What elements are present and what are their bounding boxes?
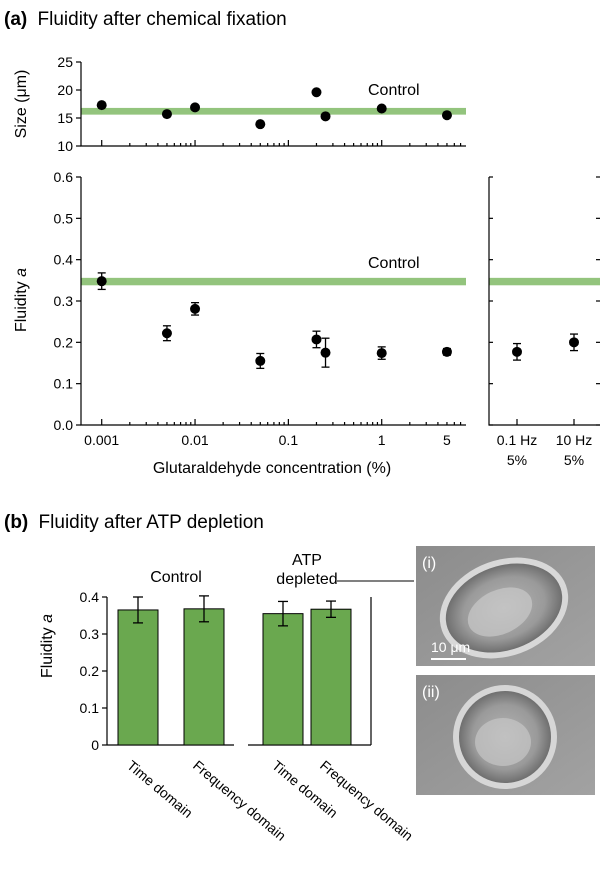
bar-atp-label-line1: ATP <box>292 552 322 569</box>
fluidity-axes <box>80 177 466 426</box>
fluidity-point <box>320 347 331 358</box>
fluidity-ytick-label: 0.5 <box>54 210 74 226</box>
fluidity-point <box>441 346 452 357</box>
panel-b-title-text: Fluidity after ATP depletion <box>39 512 264 533</box>
size-point <box>376 103 387 114</box>
size-point <box>320 111 331 122</box>
fluidity-control-band <box>81 277 466 286</box>
fluidity-point <box>376 348 387 359</box>
fluidity-ytick-label: 0.2 <box>54 334 74 350</box>
bar-ytick-label: 0 <box>91 737 99 753</box>
fluidity-ytick-label: 0.6 <box>54 169 74 185</box>
size-point <box>255 119 266 130</box>
size-ytick-label: 20 <box>57 82 73 98</box>
bar <box>310 608 352 746</box>
bar <box>117 609 159 746</box>
bar <box>183 608 225 746</box>
size-point <box>96 100 107 111</box>
bar-atp-label-line2: depleted <box>276 571 337 588</box>
size-control-band <box>81 107 466 115</box>
size-point <box>441 110 452 121</box>
fluidity-ylabel: Fluidity a <box>13 268 30 332</box>
fluidity-plot: Fluidity a Control Glutaraldehyde concen… <box>13 169 466 477</box>
fluidity-xtick-label: 0.01 <box>181 432 208 448</box>
frequency-xtick-label-line2: 5% <box>507 452 527 468</box>
bar-control-label: Control <box>150 569 202 586</box>
micrograph-ii-cell-texture <box>475 718 531 766</box>
size-ytick-label: 25 <box>57 54 73 70</box>
bar-category-label: Time domain <box>124 757 196 821</box>
fluidity-ytick-label: 0.1 <box>54 376 74 392</box>
bar <box>262 613 304 746</box>
bar-ylabel-symbol: a <box>39 614 56 623</box>
fluidity-point <box>96 276 107 287</box>
micrograph-ii: (ii) <box>416 675 595 795</box>
fluidity-control-label: Control <box>368 255 420 272</box>
frequency-axes <box>488 177 600 426</box>
frequency-control-band <box>489 277 600 286</box>
size-point <box>161 109 172 120</box>
frequency-point <box>512 346 522 357</box>
fluidity-xtick-label: 5 <box>443 432 451 448</box>
bar-ytick-label: 0.4 <box>80 589 100 605</box>
size-control-label: Control <box>368 82 420 99</box>
bar-ylabel: Fluidity a <box>39 614 56 678</box>
frequency-xtick-label-line1: 0.1 Hz <box>497 432 537 448</box>
bar-ytick-label: 0.3 <box>80 626 100 642</box>
fluidity-point <box>161 328 172 339</box>
scale-bar-label: 10 μm <box>431 639 470 655</box>
size-point <box>190 102 201 113</box>
frequency-point <box>569 337 579 348</box>
frequency-xtick-label-line1: 10 Hz <box>556 432 593 448</box>
fluidity-ylabel-word: Fluidity <box>13 277 30 332</box>
fluidity-point <box>311 334 322 345</box>
size-ytick-label: 15 <box>57 110 73 126</box>
size-plot: Size (μm) Control 10 15 20 25 <box>13 54 466 154</box>
fluidity-xlabel: Glutaraldehyde concentration (%) <box>153 460 391 477</box>
size-axes <box>80 62 466 147</box>
panel-b-letter: (b) <box>4 512 28 533</box>
fluidity-xtick-label: 0.001 <box>84 432 119 448</box>
fluidity-ytick-label: 0.3 <box>54 293 74 309</box>
fluidity-ytick-label: 0.0 <box>54 417 74 433</box>
micrograph-i-cell-texture <box>467 587 533 637</box>
fluidity-xtick-label: 0.1 <box>279 432 299 448</box>
bar-ytick-label: 0.2 <box>80 663 100 679</box>
fluidity-point <box>190 303 201 314</box>
bar-plot: Fluidity a Control ATP depleted 0 0.1 0.2 0… <box>39 552 416 844</box>
fluidity-ytick-label: 0.4 <box>54 252 74 268</box>
frequency-xtick-label-line2: 5% <box>564 452 584 468</box>
frequency-plot: 0.1 Hz 5% 10 Hz 5% <box>488 176 600 468</box>
fluidity-ylabel-symbol: a <box>13 268 30 277</box>
bar-ytick-label: 0.1 <box>80 700 100 716</box>
micrograph-i-label: (i) <box>422 555 436 572</box>
panel-a-title: (a) Fluidity after chemical fixation <box>4 9 287 30</box>
size-ylabel: Size (μm) <box>13 70 30 139</box>
size-point <box>311 87 322 98</box>
panel-a-letter: (a) <box>4 9 27 30</box>
fluidity-xtick-label: 1 <box>378 432 386 448</box>
micrograph-ii-label: (ii) <box>422 684 440 701</box>
micrograph-i: (i) 10 μm <box>416 546 595 666</box>
bar-ylabel-word: Fluidity <box>39 623 56 678</box>
panel-b-title: (b) Fluidity after ATP depletion <box>4 512 264 533</box>
size-ytick-label: 10 <box>57 138 73 154</box>
panel-a-title-text: Fluidity after chemical fixation <box>38 9 287 30</box>
fluidity-point <box>255 355 266 366</box>
